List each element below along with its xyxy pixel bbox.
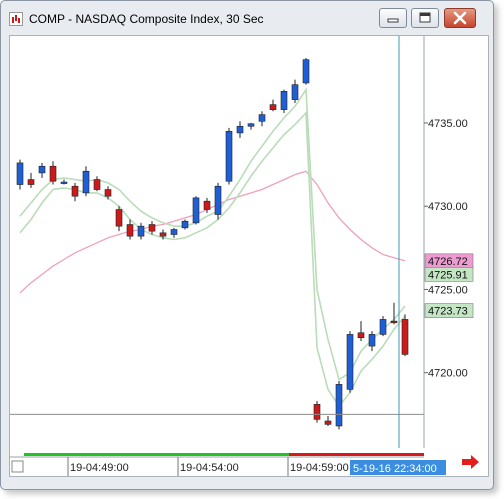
price-tick-label: 4730.00 <box>428 201 468 213</box>
candle-down <box>27 179 35 185</box>
minimize-button[interactable] <box>379 8 407 28</box>
maximize-button[interactable] <box>411 8 439 28</box>
candle-up <box>247 123 255 127</box>
cursor-time-box <box>350 460 446 475</box>
candle-down <box>115 209 123 227</box>
chart-app-icon <box>9 12 23 26</box>
candles-layer <box>16 57 409 430</box>
candle-up <box>379 319 387 335</box>
session-bar-green <box>24 453 289 456</box>
candle-up <box>82 170 90 194</box>
moving-average-layer <box>19 170 406 294</box>
maximize-icon <box>419 12 431 23</box>
scroll-right-arrow-icon[interactable] <box>462 455 479 469</box>
candle-down <box>357 332 365 339</box>
chart-area[interactable]: 4735.00 4730.00 4725.00 4720.00 4726.72 4725.… <box>9 35 489 477</box>
candle-up <box>192 197 200 224</box>
candle-up <box>346 334 354 390</box>
candle-down <box>269 104 277 110</box>
close-button[interactable] <box>444 8 476 28</box>
price-tick-label: 4720.00 <box>428 368 468 380</box>
chart-window: COMP - NASDAQ Composite Index, 30 Sec 47… <box>0 0 494 490</box>
close-icon <box>453 11 467 25</box>
chart-overlays <box>10 36 424 456</box>
candle-down <box>313 404 321 420</box>
price-tag-label: 4723.73 <box>428 306 468 318</box>
price-tag-label: 4725.91 <box>428 269 468 281</box>
session-bar-red <box>289 453 424 456</box>
candle-down <box>49 165 57 182</box>
candlestick-chart[interactable]: 4735.00 4730.00 4725.00 4720.00 4726.724725.… <box>10 36 488 476</box>
candle-up <box>170 229 178 235</box>
time-tick-label: 19-04:49:00 <box>70 462 129 474</box>
price-axis: 4735.00 4730.00 4725.00 4720.00 4726.724725.… <box>423 36 474 448</box>
candle-up <box>214 185 222 215</box>
candle-down <box>401 319 409 355</box>
candle-up <box>335 384 343 427</box>
candle-up <box>280 90 288 110</box>
price-tick-label: 4735.00 <box>428 118 468 130</box>
candle-down <box>148 224 156 232</box>
candle-down <box>104 189 112 197</box>
candle-up <box>16 162 24 185</box>
candle-up <box>225 130 233 182</box>
price-tick-label: 4725.00 <box>428 284 468 296</box>
candle-up <box>60 181 68 184</box>
price-tag-box <box>424 303 474 318</box>
time-axis[interactable]: 19-04:49:00 19-04:54:00 19-04:59:00 5-19-16… <box>10 455 479 476</box>
candle-up <box>368 334 376 347</box>
candle-up <box>302 59 310 84</box>
time-tick-label: 19-04:54:00 <box>180 462 239 474</box>
moving-average-line <box>19 170 406 294</box>
candle-up <box>137 225 145 237</box>
candle-up <box>181 220 189 229</box>
candle-up <box>236 125 244 134</box>
candle-down <box>203 200 211 210</box>
candle-down <box>159 232 167 237</box>
window-title: COMP - NASDAQ Composite Index, 30 Sec <box>29 12 264 26</box>
candle-down <box>93 179 101 190</box>
candle-up <box>38 165 46 174</box>
cursor-time-label: 5-19-16 22:34:00 <box>353 463 437 475</box>
scroll-handle[interactable] <box>11 460 24 473</box>
title-bar[interactable]: COMP - NASDAQ Composite Index, 30 Sec <box>1 1 493 35</box>
candle-up <box>258 114 266 122</box>
candle-down <box>71 185 79 197</box>
candle-down <box>324 420 332 425</box>
candle-down <box>390 320 398 324</box>
price-tag-label: 4726.72 <box>428 256 468 268</box>
minimize-icon <box>387 18 399 23</box>
candle-up <box>291 84 299 100</box>
price-tag-box <box>424 267 474 282</box>
candle-down <box>126 224 134 237</box>
time-tick-label: 19-04:59:00 <box>290 462 349 474</box>
